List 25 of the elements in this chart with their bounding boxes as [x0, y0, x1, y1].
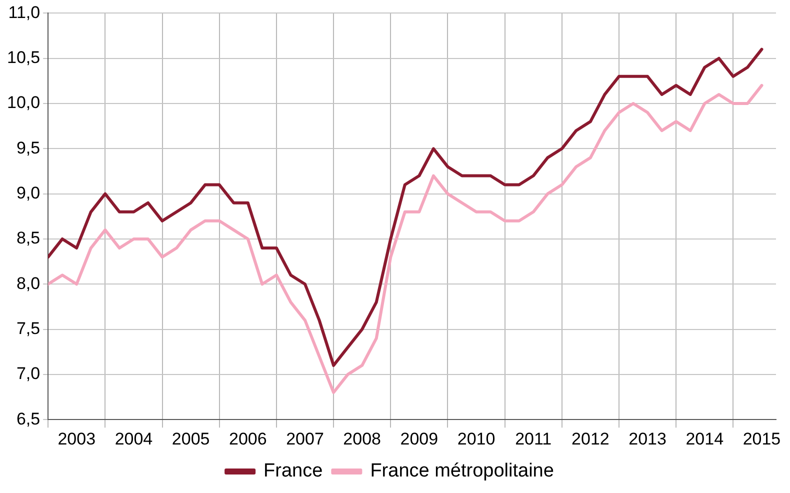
x-tick-label: 2007 — [286, 429, 324, 448]
legend-label: France — [264, 460, 323, 482]
x-tick-label: 2010 — [457, 429, 496, 448]
y-tick-label: 8,0 — [16, 274, 40, 293]
x-tick-label: 2006 — [228, 429, 267, 448]
x-tick-label: 2011 — [515, 429, 552, 448]
y-tick-label: 10,0 — [6, 93, 40, 112]
x-tick-label: 2012 — [572, 429, 610, 448]
x-tick-label: 2003 — [58, 429, 96, 448]
y-tick-label: 7,5 — [16, 318, 40, 338]
y-tick-label: 10,5 — [6, 48, 40, 68]
y-tick-label: 9,0 — [16, 184, 40, 203]
x-tick-label: 2013 — [628, 429, 666, 448]
y-tick-label: 6,5 — [16, 409, 40, 428]
x-tick-label: 2004 — [114, 429, 153, 448]
y-tick-label: 11,0 — [8, 2, 40, 22]
x-tick-label: 2015 — [742, 429, 781, 448]
legend-label: France métropolitaine — [370, 460, 554, 482]
x-tick-label: 2009 — [400, 429, 438, 448]
y-tick-label: 8,5 — [16, 228, 40, 248]
y-tick-label: 7,0 — [16, 364, 40, 384]
y-tick-label: 9,5 — [16, 138, 40, 158]
x-tick-label: 2014 — [686, 429, 724, 448]
x-tick-label: 2005 — [172, 429, 210, 448]
x-tick-label: 2008 — [343, 429, 382, 448]
